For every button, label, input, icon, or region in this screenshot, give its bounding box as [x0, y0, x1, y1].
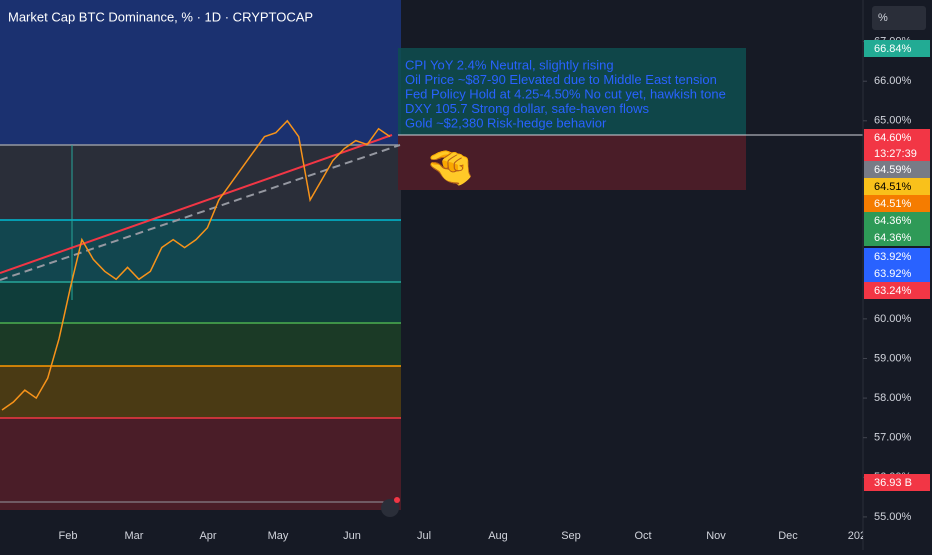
annotation-line: DXY 105.7 Strong dollar, safe-haven flow… — [405, 101, 650, 116]
annotation-line: Fed Policy Hold at 4.25-4.50% No cut yet… — [405, 86, 726, 101]
y-tick-label: 59.00% — [874, 352, 912, 364]
price-badge-label: 64.51% — [874, 181, 912, 193]
y-tick-label: 60.00% — [874, 313, 912, 325]
zone — [0, 220, 401, 282]
price-badge-label: 64.51% — [874, 198, 912, 210]
y-tick-label: 65.00% — [874, 115, 912, 127]
price-badge-label: 64.59% — [874, 164, 912, 176]
price-badge-label: 63.24% — [874, 285, 912, 297]
x-tick-label: May — [268, 530, 289, 542]
price-badge — [864, 178, 930, 195]
price-badge-label: 36.93 B — [874, 477, 912, 489]
price-badge-label: 63.92% — [874, 268, 912, 280]
percent-button[interactable] — [872, 6, 926, 30]
zone — [0, 282, 401, 323]
price-badge — [864, 212, 930, 229]
x-tick-label: Jul — [417, 530, 431, 542]
annotation-box — [398, 48, 746, 135]
alert-dot — [394, 497, 400, 503]
price-badge — [864, 265, 930, 282]
y-tick-label: 66.00% — [874, 75, 912, 87]
price-badge — [864, 195, 930, 212]
x-tick-label: Jun — [343, 530, 361, 542]
x-tick-label: Aug — [488, 530, 508, 542]
zone — [0, 366, 401, 418]
x-tick-label: Apr — [199, 530, 216, 542]
trend-line — [0, 144, 401, 281]
price-badge — [864, 40, 930, 57]
replay-button[interactable] — [381, 499, 399, 517]
price-badge-label: 64.36% — [874, 232, 912, 244]
price-badge-label: 64.36% — [874, 215, 912, 227]
price-badge — [864, 129, 930, 163]
y-tick-label: 55.00% — [874, 511, 912, 523]
price-badge — [864, 161, 930, 178]
x-tick-label: Feb — [59, 530, 78, 542]
x-tick-label: Oct — [634, 530, 651, 542]
percent-label: % — [878, 12, 888, 24]
y-tick-label: 57.00% — [874, 432, 912, 444]
x-tick-label: Mar — [125, 530, 144, 542]
price-badge-label: 64.60% — [874, 132, 912, 144]
price-badge — [864, 248, 930, 265]
x-tick-label: 2025 — [848, 530, 872, 542]
price-badge — [864, 229, 930, 246]
x-tick-label: Dec — [778, 530, 798, 542]
chart-title: Market Cap BTC Dominance, % · 1D · CRYPT… — [8, 9, 313, 24]
price-series — [1, 119, 391, 411]
countdown: 13:27:39 — [874, 148, 917, 160]
zone — [0, 0, 401, 145]
price-badge — [864, 282, 930, 299]
y-tick-label: 58.00% — [874, 392, 912, 404]
x-tick-label: Nov — [706, 530, 726, 542]
fib-zones — [0, 0, 401, 510]
annotation-line: Oil Price ~$87-90 Elevated due to Middle… — [405, 72, 717, 87]
annotation-line: Gold ~$2,380 Risk-hedge behavior — [405, 115, 607, 130]
price-badge — [864, 474, 930, 491]
zone — [0, 145, 401, 220]
zone — [0, 323, 401, 366]
x-tick-label: Sep — [561, 530, 581, 542]
zone — [0, 418, 401, 510]
hand-emoji: 🤏 — [425, 146, 475, 190]
annotation-line: CPI YoY 2.4% Neutral, slightly rising — [405, 57, 614, 72]
trend-line — [0, 134, 393, 274]
price-badge-label: 66.84% — [874, 43, 912, 55]
price-badge-label: 63.92% — [874, 251, 912, 263]
risk-box — [398, 135, 746, 190]
